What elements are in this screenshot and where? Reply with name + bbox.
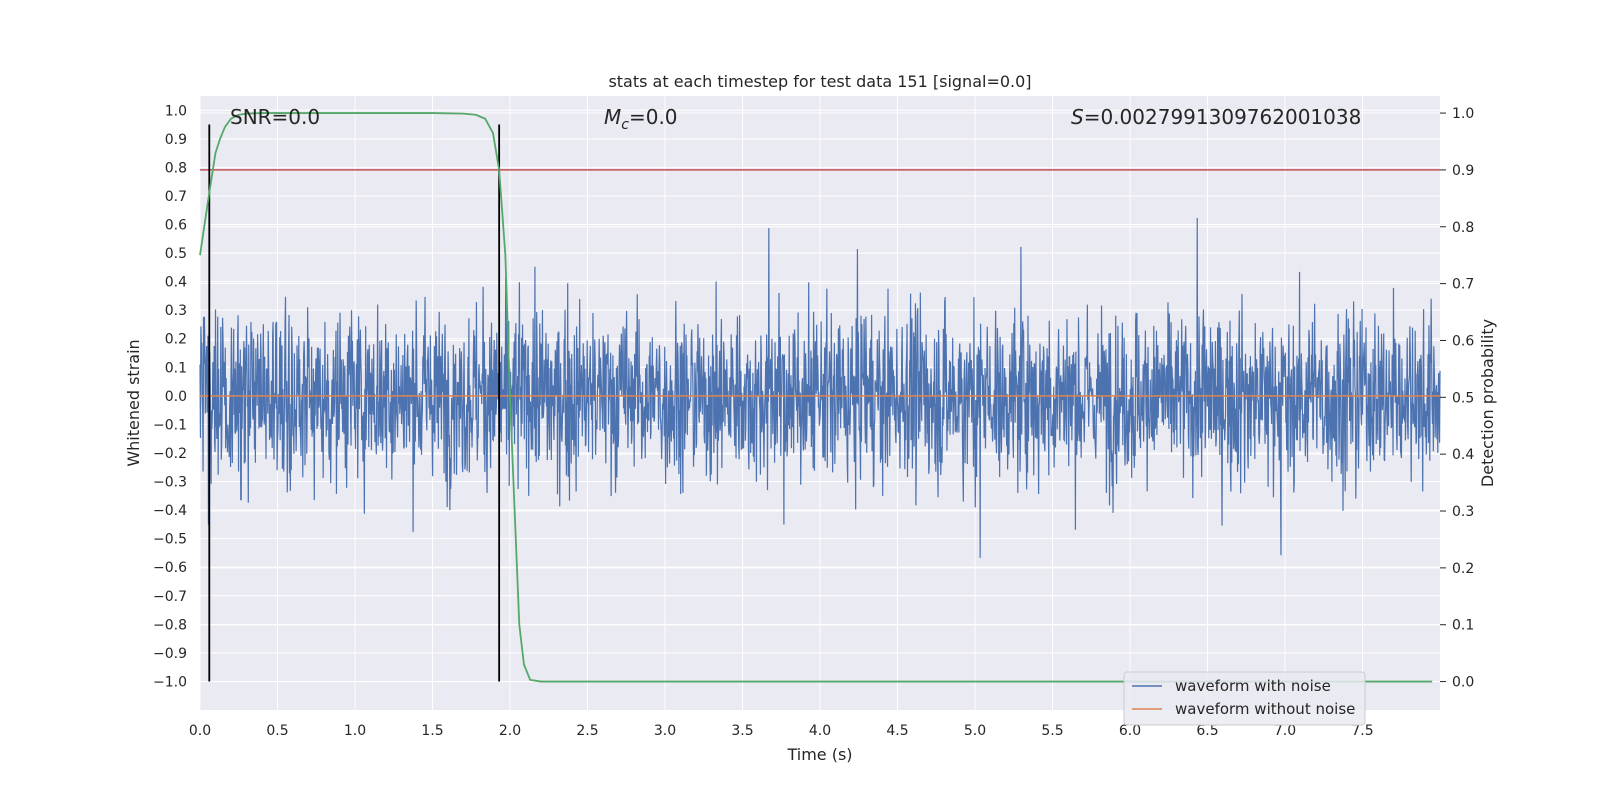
y-left-tick-label: 0.0 [165,389,187,405]
x-tick-label: 7.5 [1351,723,1373,739]
y-left-tick-label: 1.0 [165,103,187,119]
x-axis-label: Time (s) [786,745,852,764]
x-tick-label: 2.5 [576,723,598,739]
s-symbol: S [1071,105,1084,129]
tick-labels: 0.0 0.5 1.0 1.5 2.0 2.5 3.0 3.5 4.0 4.5 5.0 5.5 6.0 6… [153,103,1474,739]
mc-value: =0.0 [629,105,678,129]
x-tick-label: 2.0 [499,723,521,739]
y-right-tick-label: 0.7 [1452,277,1474,293]
y-left-tick-label: 0.2 [165,332,187,348]
x-tick-label: 1.5 [421,723,443,739]
y-left-tick-label: 0.3 [165,303,187,319]
snr-text: SNR=0.0 [230,105,320,129]
y-right-tick-label: 1.0 [1452,106,1474,122]
y-left-tick-label: 0.5 [165,246,187,262]
chirp-mass-annotation: Mc=0.0 [604,105,678,133]
y-left-tick-label: 0.4 [165,275,187,291]
x-tick-label: 5.5 [1041,723,1063,739]
legend: waveform with noise waveform without noi… [1123,671,1366,726]
x-tick-label: 3.5 [731,723,753,739]
x-tick-label: 4.5 [886,723,908,739]
s-annotation: S=0.0027991309762001038 [1071,105,1361,129]
y-left-tick-label: −0.8 [153,617,187,633]
x-tick-label: 6.0 [1119,723,1141,739]
detection-probability-line [199,112,1433,683]
x-tick-label: 6.5 [1196,723,1218,739]
y-left-tick-label: 0.7 [165,189,187,205]
y-left-tick-label: 0.8 [165,160,187,176]
y-left-tick-label: −0.6 [153,560,187,576]
y-right-axis-label: Detection probability [1478,319,1497,487]
y-left-tick-label: −0.1 [153,417,187,433]
y-left-tick-label: −0.2 [153,446,187,462]
y-right-tick-label: 0.6 [1452,333,1474,349]
x-tick-label: 0.0 [189,723,211,739]
y-right-tick-label: 0.2 [1452,561,1474,577]
y-left-tick-label: −0.9 [153,646,187,662]
x-tick-label: 1.0 [344,723,366,739]
mc-subscript: c [621,117,629,133]
x-tick-label: 0.5 [266,723,288,739]
y-right-tick-label: 0.9 [1452,163,1474,179]
legend-box [1123,671,1366,726]
y-left-tick-label: −0.3 [153,475,187,491]
y-left-tick-label: −0.7 [153,589,187,605]
y-left-tick-label: 0.1 [165,360,187,376]
x-tick-label: 3.0 [654,723,676,739]
noise-waveform-line [199,217,1441,558]
y-right-tick-label: 0.1 [1452,618,1474,634]
snr-annotation: SNR=0.0 [230,105,320,129]
y-right-tick-label: 0.5 [1452,390,1474,406]
s-value: =0.0027991309762001038 [1084,105,1362,129]
y-right-tick-label: 0.4 [1452,447,1474,463]
y-left-tick-label: −0.4 [153,503,187,519]
legend-label-noise: waveform with noise [1175,677,1331,695]
y-left-tick-label: −0.5 [153,532,187,548]
y-right-tick-label: 0.0 [1452,675,1474,691]
y-right-tick-label: 0.3 [1452,504,1474,520]
y-left-tick-label: 0.6 [165,218,187,234]
legend-label-clean: waveform without noise [1175,700,1355,718]
mc-symbol: M [604,105,621,129]
x-tick-label: 5.0 [964,723,986,739]
x-tick-label: 7.0 [1274,723,1296,739]
data-layer [199,112,1441,683]
x-tick-label: 4.0 [809,723,831,739]
y-left-tick-label: 0.9 [165,132,187,148]
chart-title: stats at each timestep for test data 151… [608,72,1031,91]
y-left-axis-label: Whitened strain [124,339,143,466]
y-right-tick-label: 0.8 [1452,220,1474,236]
y-left-tick-label: −1.0 [153,674,187,690]
